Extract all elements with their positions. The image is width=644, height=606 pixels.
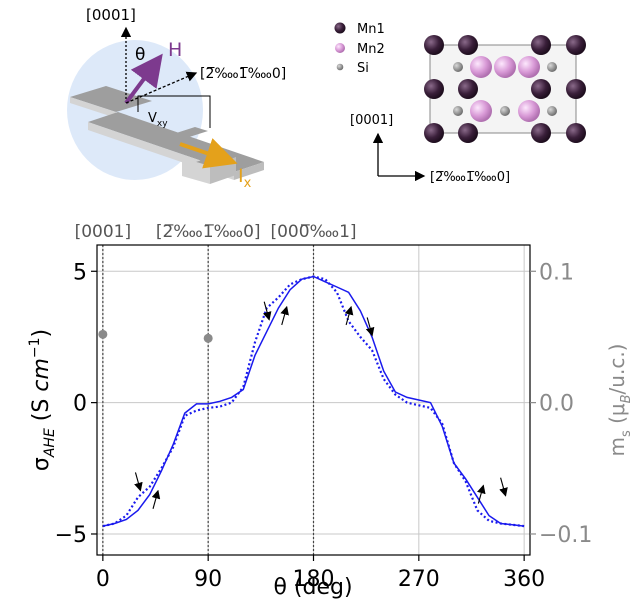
moment-point xyxy=(203,333,213,343)
sweep-arrow-up xyxy=(477,484,486,504)
ticks: 0 90 180 270 360 −5 0 5 −0.1 0.0 0.1 xyxy=(55,260,593,592)
field-vector-arrow xyxy=(124,53,163,105)
mn1-atom xyxy=(531,35,551,55)
mn1-atom xyxy=(458,123,478,143)
mn1-atom xyxy=(424,123,444,143)
legend-label-mn2: Mn2 xyxy=(357,42,385,57)
theta-label: θ xyxy=(135,45,145,65)
top-direction-label: [000̅‱1] xyxy=(270,222,356,242)
sweep-arrow-up xyxy=(344,305,354,326)
y-right-tick-label: 0.0 xyxy=(539,392,574,417)
legend-label-si: Si xyxy=(357,61,369,76)
y-tick-label: 5 xyxy=(73,260,87,285)
legend-swatch-mn2 xyxy=(335,43,345,53)
sweep-arrow-down xyxy=(499,477,508,497)
mn1-atom xyxy=(424,35,444,55)
device-schematic: [0001] θ H [2̅‱1̅‱0] Vxy Ix xyxy=(67,6,286,191)
x-tick-label: 360 xyxy=(503,567,545,592)
atom-legend: Mn1 Mn2 Si xyxy=(334,22,385,76)
mn2-atom xyxy=(470,100,492,122)
x-tick-label: 90 xyxy=(194,567,222,592)
voltage-label: Vxy xyxy=(148,111,168,129)
mn1-atom xyxy=(566,79,586,99)
field-label: H xyxy=(168,39,182,61)
sweep-arrow-down xyxy=(365,317,375,337)
si-atom xyxy=(453,106,463,116)
legend-label-mn1: Mn1 xyxy=(357,22,385,37)
axis-2110-label: [2̅‱1̅‱0] xyxy=(200,66,286,82)
unit-cell-atoms xyxy=(424,35,586,143)
top-direction-labels: [0001] [2̅‱1̅‱0] [000̅‱1] xyxy=(75,222,357,242)
mn1-atom xyxy=(531,123,551,143)
mn1-atom xyxy=(424,79,444,99)
moment-points xyxy=(98,329,213,343)
y-right-axis-label: ms (μB/u.c.) xyxy=(605,343,634,456)
legend-swatch-si xyxy=(336,63,344,71)
y-right-tick-label: −0.1 xyxy=(539,523,592,548)
sweep-arrow-up xyxy=(151,489,161,509)
si-atom xyxy=(453,62,463,72)
x-axis-label: θ (deg) xyxy=(273,575,352,600)
axis-0001-label: [0001] xyxy=(86,6,136,24)
top-direction-label: [2̅‱1̅‱0] xyxy=(156,222,261,242)
top-direction-label: [0001] xyxy=(75,222,132,242)
sweep-arrows xyxy=(134,301,508,509)
crystal-axis-right-label: [2̅‱1̅‱0] xyxy=(430,170,510,185)
moment-point xyxy=(98,329,108,339)
y-tick-label: 0 xyxy=(73,392,87,417)
chart: 0 90 180 270 360 −5 0 5 −0.1 0.0 0.1 [0001] [2̅‱1̅‱… xyxy=(27,222,634,600)
series-group xyxy=(102,275,525,528)
y-axis-label: σAHE (S cm−1) xyxy=(27,329,58,471)
si-atom xyxy=(547,62,557,72)
x-tick-label: 0 xyxy=(96,567,110,592)
mn1-atom xyxy=(531,79,551,99)
y-tick-label: −5 xyxy=(55,523,87,548)
mn2-atom xyxy=(518,100,540,122)
mn1-atom xyxy=(458,35,478,55)
sweep-arrow-down xyxy=(262,301,272,321)
sweep-arrow-down xyxy=(134,472,143,492)
mn2-atom xyxy=(494,56,516,78)
y-right-tick-label: 0.1 xyxy=(539,260,574,285)
current-label: Ix xyxy=(238,165,252,191)
x-tick-label: 270 xyxy=(398,567,440,592)
sweep-arrow-up xyxy=(280,305,289,326)
si-atom xyxy=(500,106,510,116)
voltage-probe-wire xyxy=(137,95,211,128)
si-atom xyxy=(547,106,557,116)
crystal-structure: Mn1 Mn2 Si [0001] [2̅‱1̅‱0] xyxy=(334,22,586,185)
mn2-atom xyxy=(470,56,492,78)
mn1-atom xyxy=(458,79,478,99)
series-line-dotted xyxy=(102,275,525,528)
crystal-axis-up-label: [0001] xyxy=(350,113,393,128)
current-arrow xyxy=(179,138,238,169)
mn1-atom xyxy=(566,123,586,143)
x-tick-label: 180 xyxy=(293,567,335,592)
mn1-atom xyxy=(566,35,586,55)
grid xyxy=(97,245,530,555)
mn2-atom xyxy=(518,56,540,78)
legend-swatch-mn1 xyxy=(334,22,346,34)
